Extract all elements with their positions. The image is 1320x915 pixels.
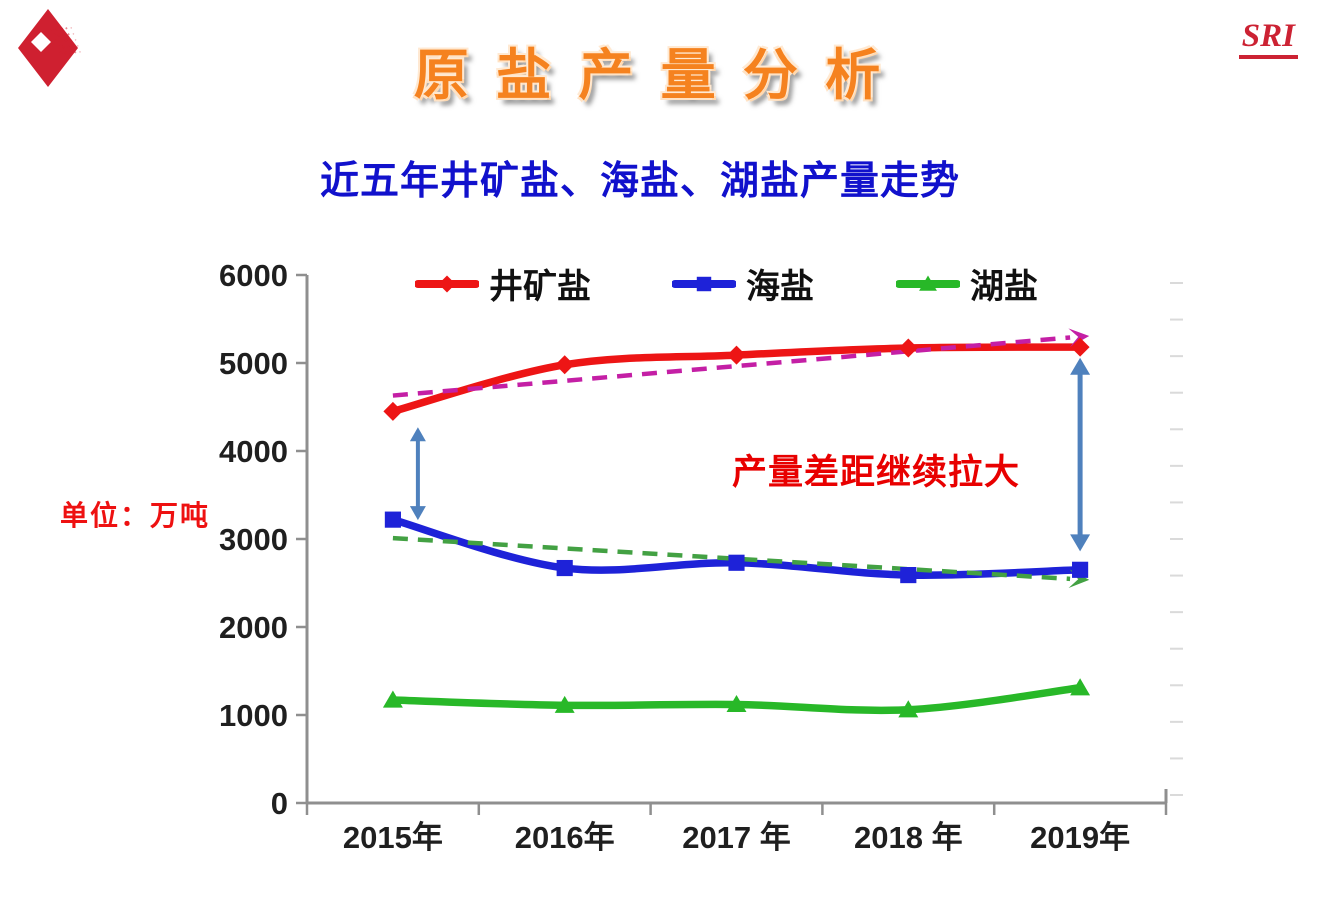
logo-inner-diamond — [31, 32, 51, 52]
series-1-point-2 — [728, 554, 745, 571]
logo-dot — [74, 39, 77, 41]
trendline-0 — [392, 335, 1071, 398]
series-0-point-1 — [555, 355, 575, 375]
brand-mark: SRI — [1238, 18, 1298, 60]
x-tick-label: 2016年 — [515, 820, 615, 855]
gap-arrow-0-head-bottom — [409, 506, 426, 521]
page-title: 原 盐 产 量 分 析 — [413, 44, 887, 106]
chart-title: 近五年井矿盐、海盐、湖盐产量走势 — [319, 160, 960, 203]
y-tick-label: 2000 — [219, 610, 288, 645]
series-2-point-2 — [726, 694, 747, 713]
series-1-point-0 — [384, 511, 401, 528]
series-0-point-4 — [1070, 337, 1090, 357]
x-tick-label: 2018 年 — [854, 820, 963, 855]
legend-item-series-1: 海盐 — [672, 263, 814, 306]
y-tick-label: 3000 — [219, 522, 288, 557]
logo-dot — [64, 38, 68, 43]
square-marker-icon — [672, 276, 736, 292]
legend-label: 湖盐 — [970, 268, 1038, 306]
legend-item-series-0: 井矿盐 — [415, 263, 591, 306]
y-tick-label: 1000 — [219, 698, 288, 733]
series-2-point-4 — [1070, 678, 1091, 696]
series-0-point-2 — [727, 345, 746, 365]
legend-marker-0 — [438, 275, 456, 293]
x-tick-label: 2019年 — [1030, 820, 1130, 855]
gap-arrow-1-head-bottom — [1070, 534, 1091, 552]
y-tick-label: 0 — [271, 786, 288, 821]
series-2-point-1 — [554, 695, 575, 713]
legend-item-series-2: 湖盐 — [896, 263, 1038, 306]
unit-label: 单位：万吨 — [60, 501, 211, 532]
legend-label: 井矿盐 — [489, 268, 591, 306]
series-0-point-0 — [383, 401, 403, 421]
series-2-point-0 — [382, 690, 403, 708]
legend-marker-2 — [919, 275, 937, 291]
logo-dot — [57, 33, 61, 37]
y-tick-label: 4000 — [219, 434, 288, 469]
gap-arrow-0-head-top — [409, 427, 426, 442]
trendline-arrow-0 — [1068, 328, 1090, 348]
series-2-point-3 — [898, 700, 919, 718]
series-1-point-4 — [1072, 561, 1089, 578]
diamond-marker-icon — [415, 275, 479, 293]
logo-dot — [54, 27, 59, 31]
series-1-point-1 — [556, 559, 573, 577]
legend-label: 海盐 — [746, 268, 814, 306]
x-tick-label: 2015年 — [343, 820, 443, 855]
y-tick-label: 6000 — [219, 258, 288, 293]
legend-marker-1 — [696, 276, 712, 292]
series-1-point-3 — [900, 567, 917, 584]
gap-arrow-1-head-top — [1070, 357, 1091, 375]
logo-dot — [68, 51, 72, 55]
logo-dot — [72, 33, 75, 35]
y-tick-label: 5000 — [219, 346, 288, 381]
x-tick-label: 2017 年 — [682, 820, 791, 855]
logo-dot — [60, 26, 64, 31]
logo-dot — [49, 27, 55, 32]
logo-dot — [59, 38, 64, 43]
logo-dot — [69, 38, 73, 42]
trendline-arrow-0-head — [1068, 328, 1090, 348]
gap-annotation-text: 产量差距继续拉大 — [732, 453, 1021, 492]
logo-dot — [79, 51, 81, 53]
triangle-marker-icon — [896, 275, 960, 291]
logo-dot — [73, 51, 77, 54]
series-0-point-3 — [898, 338, 918, 358]
company-logo — [18, 9, 81, 87]
